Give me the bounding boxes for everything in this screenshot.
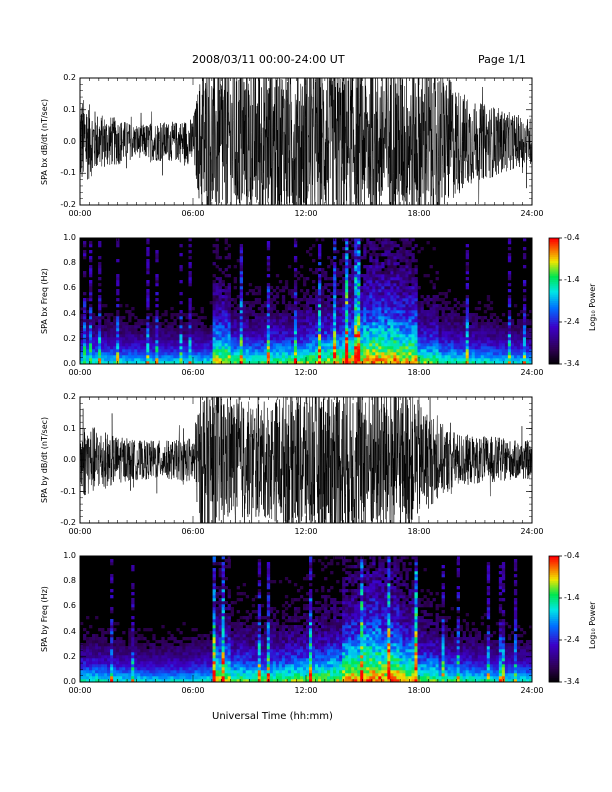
signal-trace <box>80 78 532 205</box>
y-tick-label: 0.2 <box>63 73 76 82</box>
y-tick-label: -0.1 <box>60 486 76 496</box>
x-tick-label: 24:00 <box>520 686 544 695</box>
y-tick-label: 0.0 <box>63 677 76 686</box>
x-tick-label: 12:00 <box>294 368 318 377</box>
x-tick-label: 24:00 <box>520 209 544 218</box>
spectrogram-cells <box>80 556 532 682</box>
y-tick-label: -0.2 <box>60 200 76 209</box>
colorbar-tick-label: -1.4 <box>564 275 580 284</box>
y-tick-label: 0.4 <box>63 626 76 636</box>
x-tick-label: 06:00 <box>181 686 205 695</box>
page-number: Page 1/1 <box>478 53 526 66</box>
colorbar-tick-label: -0.4 <box>564 233 580 242</box>
colorbar-tick-label: -1.4 <box>564 593 580 602</box>
spectrogram-cells <box>80 238 532 364</box>
x-tick-label: 00:00 <box>68 527 92 536</box>
y-tick-label: 0.6 <box>63 601 76 611</box>
y-tick-label: 1.0 <box>63 233 76 242</box>
y-tick-label: -0.2 <box>60 518 76 527</box>
y-axis-label: SPA bx Freq (Hz) <box>40 268 49 334</box>
y-tick-label: -0.1 <box>60 168 76 178</box>
y-tick-label: 0.2 <box>63 651 76 661</box>
x-tick-label: 18:00 <box>407 368 431 377</box>
x-tick-label: 18:00 <box>407 527 431 536</box>
x-tick-label: 12:00 <box>294 527 318 536</box>
colorbar-tick-label: -3.4 <box>564 359 580 368</box>
signal-trace <box>80 397 532 523</box>
x-tick-label: 00:00 <box>68 686 92 695</box>
y-tick-label: 0.1 <box>63 423 76 433</box>
colorbar-label: Log₁₀ Power <box>588 601 597 649</box>
x-tick-label: 18:00 <box>407 686 431 695</box>
y-tick-label: 0.8 <box>63 258 76 268</box>
colorbar-tick-label: -0.4 <box>564 551 580 560</box>
colorbar <box>548 555 562 683</box>
colorbar-tick-label: -2.4 <box>564 317 580 326</box>
y-tick-label: 0.0 <box>63 359 76 368</box>
y-tick-label: 1.0 <box>63 551 76 560</box>
y-tick-label: 0.6 <box>63 283 76 293</box>
colorbar-tick-label: -2.4 <box>564 635 580 644</box>
x-tick-label: 00:00 <box>68 368 92 377</box>
x-tick-label: 06:00 <box>181 527 205 536</box>
x-tick-label: 24:00 <box>520 527 544 536</box>
x-tick-label: 12:00 <box>294 686 318 695</box>
y-tick-label: 0.4 <box>63 308 76 318</box>
y-tick-label: 0.8 <box>63 576 76 586</box>
y-tick-label: 0.2 <box>63 392 76 401</box>
y-axis-label: SPA bx dB/dt (nT/sec) <box>40 98 49 185</box>
y-tick-label: 0.0 <box>63 136 76 146</box>
y-tick-label: 0.2 <box>63 333 76 343</box>
x-axis-label: Universal Time (hh:mm) <box>212 711 333 722</box>
x-tick-label: 12:00 <box>294 209 318 218</box>
x-tick-label: 00:00 <box>68 209 92 218</box>
x-tick-label: 18:00 <box>407 209 431 218</box>
x-tick-label: 06:00 <box>181 209 205 218</box>
colorbar <box>548 237 562 365</box>
x-tick-label: 06:00 <box>181 368 205 377</box>
x-tick-label: 24:00 <box>520 368 544 377</box>
y-tick-label: 0.0 <box>63 455 76 464</box>
y-tick-label: 0.1 <box>63 104 76 114</box>
colorbar-label: Log₁₀ Power <box>588 283 597 331</box>
page-title: 2008/03/11 00:00-24:00 UT <box>192 53 345 66</box>
colorbar-tick-label: -3.4 <box>564 677 580 686</box>
y-axis-label: SPA by dB/dt (nT/sec) <box>40 416 49 504</box>
y-axis-label: SPA by Freq (Hz) <box>40 586 49 652</box>
